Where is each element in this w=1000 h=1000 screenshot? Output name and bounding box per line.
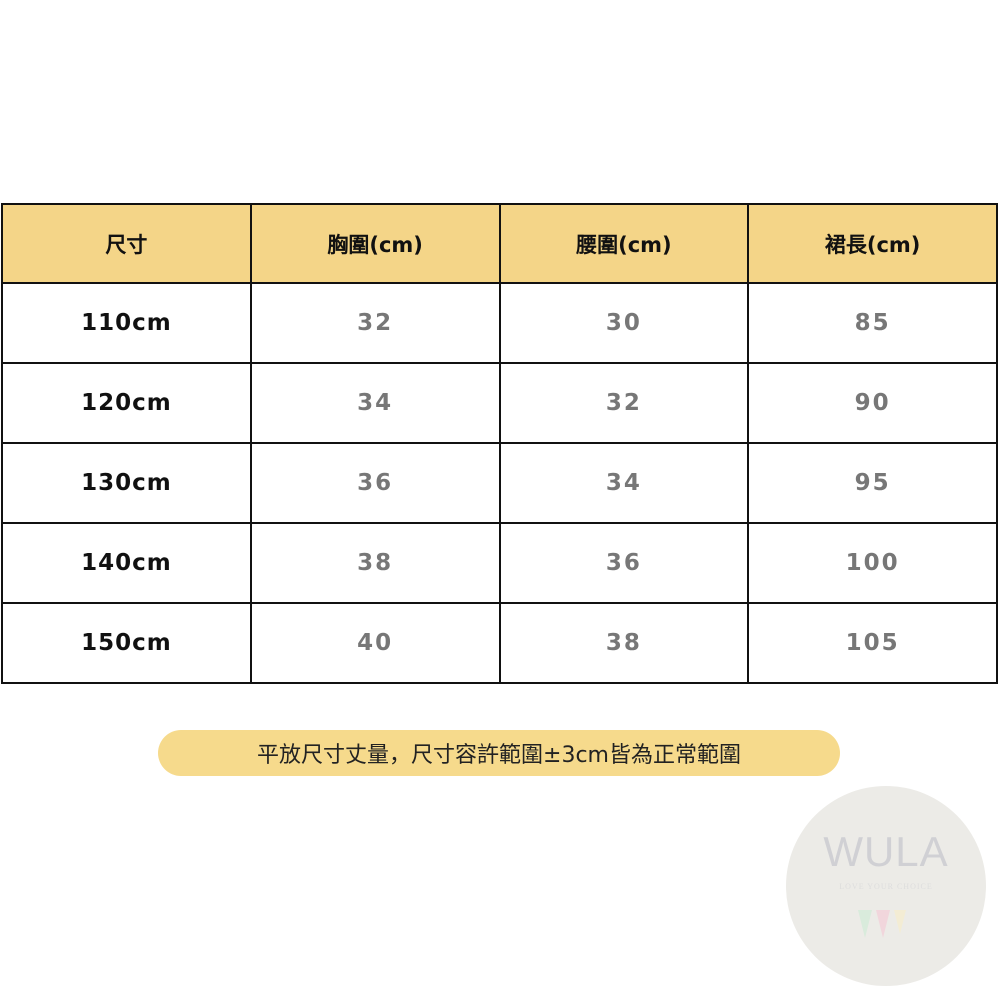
table-header-row: 尺寸 胸圍(cm) 腰圍(cm) 裙長(cm): [1, 203, 998, 284]
watermark-logo: WULA LOVE YOUR CHOICE: [786, 786, 986, 986]
cell-size: 150cm: [1, 602, 252, 684]
cone-icons: [858, 910, 906, 938]
cell-waist: 34: [498, 442, 750, 524]
cell-skirt-length: 95: [747, 442, 998, 524]
cell-chest: 34: [249, 362, 501, 444]
cell-chest: 32: [249, 282, 501, 364]
cell-skirt-length: 100: [747, 522, 998, 604]
header-waist: 腰圍(cm): [498, 203, 750, 284]
cell-size: 110cm: [1, 282, 252, 364]
header-chest: 胸圍(cm): [249, 203, 501, 284]
cell-size: 140cm: [1, 522, 252, 604]
cell-skirt-length: 105: [747, 602, 998, 684]
header-skirt-length: 裙長(cm): [747, 203, 998, 284]
measurement-note: 平放尺寸丈量，尺寸容許範圍±3cm皆為正常範圍: [158, 730, 840, 776]
table-row: 120cm 34 32 90: [1, 362, 998, 444]
cell-skirt-length: 85: [747, 282, 998, 364]
table-row: 140cm 38 36 100: [1, 522, 998, 604]
cell-size: 120cm: [1, 362, 252, 444]
cell-chest: 38: [249, 522, 501, 604]
cell-chest: 40: [249, 602, 501, 684]
table-row: 150cm 40 38 105: [1, 602, 998, 684]
cell-chest: 36: [249, 442, 501, 524]
table-row: 130cm 36 34 95: [1, 442, 998, 524]
watermark-brand: WULA: [823, 828, 949, 875]
size-chart-table: 尺寸 胸圍(cm) 腰圍(cm) 裙長(cm) 110cm 32 30 85 120cm…: [1, 203, 998, 684]
watermark-tagline: LOVE YOUR CHOICE: [839, 882, 933, 891]
measurement-note-text: 平放尺寸丈量，尺寸容許範圍±3cm皆為正常範圍: [257, 743, 741, 768]
table-row: 110cm 32 30 85: [1, 282, 998, 364]
header-size: 尺寸: [1, 203, 252, 284]
cell-waist: 32: [498, 362, 750, 444]
cell-skirt-length: 90: [747, 362, 998, 444]
cell-waist: 30: [498, 282, 750, 364]
cell-waist: 36: [498, 522, 750, 604]
cell-size: 130cm: [1, 442, 252, 524]
cell-waist: 38: [498, 602, 750, 684]
